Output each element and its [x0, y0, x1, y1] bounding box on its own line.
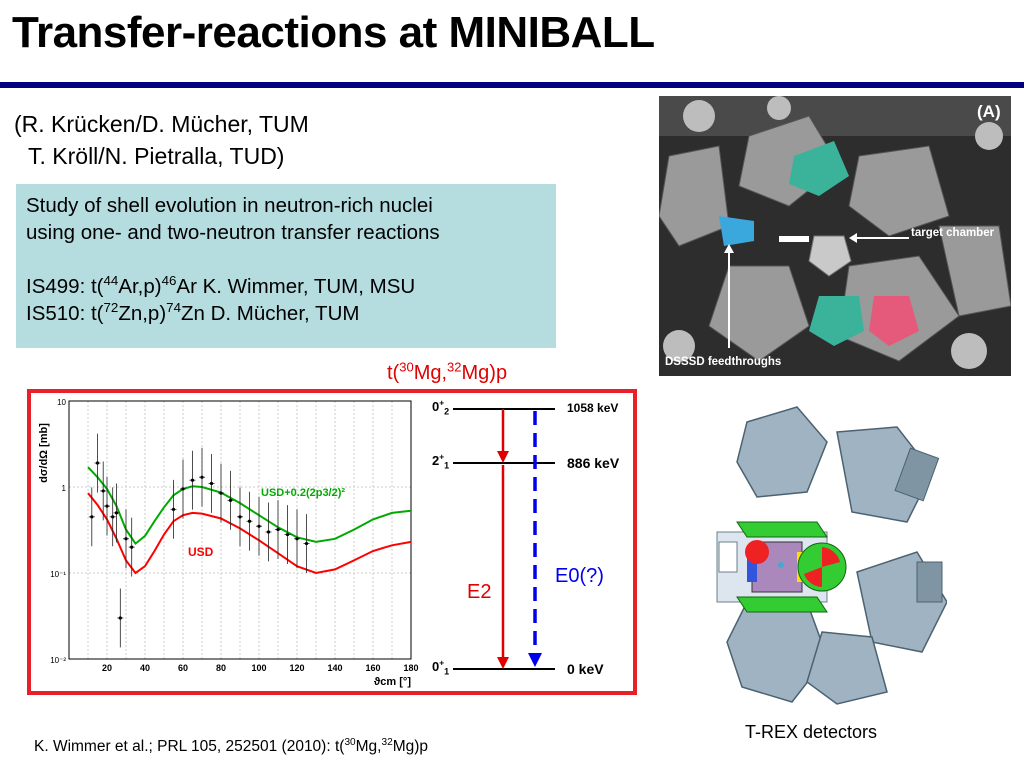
data-point [238, 515, 242, 519]
data-point [247, 519, 252, 523]
x-tick-label: 120 [289, 663, 304, 673]
x-tick-labels: 20 40 60 80 100 120 140 160 180 [102, 663, 419, 673]
title-divider [0, 82, 1024, 88]
cross-section-chart: 10⁻² 10⁻¹ 1 10 20 40 60 80 100 120 140 160 180 dσ/d… [38, 398, 419, 688]
level-label-mid: 2+1 [432, 451, 450, 471]
level-energy-886: 886 keV [567, 455, 620, 471]
x-axis-label: ϑcm [°] [374, 676, 411, 688]
x-tick-label: 140 [327, 663, 342, 673]
data-point [171, 507, 176, 511]
trex-rendering [707, 402, 948, 707]
x-tick-label: 80 [216, 663, 226, 673]
y-tick-label: 1 [62, 484, 67, 493]
data-point [285, 532, 290, 537]
data-points [88, 433, 310, 648]
level-energy-1058: 1058 keV [567, 401, 619, 415]
trex-label: T-REX detectors [745, 722, 878, 742]
study-line-2: using one- and two-neutron transfer reac… [26, 221, 440, 244]
miniball-photo-illustration [659, 96, 1011, 376]
plot-area [68, 400, 412, 660]
slide-title: Transfer-reactions at MINIBALL [12, 8, 655, 57]
usd-mod-curve [87, 466, 412, 546]
data-point [304, 541, 309, 546]
feed-arrow-head [497, 451, 509, 463]
data-point [181, 487, 185, 491]
data-point [90, 515, 94, 519]
reference-citation: K. Wimmer et al.; PRL 105, 252501 (2010)… [34, 736, 429, 755]
x-tick-label: 180 [403, 663, 418, 673]
e0-arrow-head [528, 653, 542, 667]
data-point [209, 481, 214, 486]
data-point [190, 478, 195, 482]
study-spacer [26, 246, 546, 273]
level-energy-0: 0 keV [567, 661, 604, 677]
data-point [200, 475, 204, 479]
authors-line-1: (R. Krücken/D. Mücher, TUM [14, 111, 309, 137]
data-point [295, 537, 299, 541]
data-point [105, 504, 109, 508]
reaction-caption: t(30Mg,32Mg)p [387, 359, 508, 384]
authors-block: (R. Krücken/D. Mücher, TUM T. Kröll/N. P… [14, 108, 309, 172]
results-frame: 10⁻² 10⁻¹ 1 10 20 40 60 80 100 120 140 160 180 dσ/d… [27, 389, 637, 695]
photo-label-target-chamber: target chamber [911, 227, 995, 239]
x-tick-label: 160 [365, 663, 380, 673]
level-scheme [453, 408, 555, 670]
y-tick-label: 10⁻² [50, 656, 66, 665]
y-tick-label: 10 [57, 398, 66, 407]
data-point [228, 498, 233, 502]
data-point [266, 530, 271, 534]
experiment-is499: IS499: t(44Ar,p)46Ar K. Wimmer, TUM, MSU [26, 273, 416, 298]
x-tick-label: 100 [251, 663, 266, 673]
theory-curves [87, 466, 412, 575]
data-point [276, 527, 280, 532]
e2-arrow-head [497, 657, 509, 669]
y-tick-labels: 10⁻² 10⁻¹ 1 10 [50, 398, 66, 665]
data-point [118, 616, 122, 620]
x-tick-label: 40 [140, 663, 150, 673]
experiment-is510: IS510: t(72Zn,p)74Zn D. Mücher, TUM [26, 300, 360, 325]
level-label-gs: 0+1 [432, 657, 450, 677]
legend-usd: USD [188, 545, 214, 559]
data-point [101, 489, 105, 493]
legend-usd-mod: USD+0.2(2p3/2)² [261, 487, 345, 499]
data-point [257, 524, 261, 528]
authors-line-2: T. Kröll/N. Pietralla, TUD) [28, 143, 285, 169]
e2-label: E2 [467, 581, 492, 603]
level-label-top: 0+2 [432, 397, 450, 417]
study-line-1: Study of shell evolution in neutron-rich… [26, 194, 433, 217]
e0-label: E0(?) [555, 565, 604, 587]
photo-label-dsssd: DSSSD feedthroughs [665, 356, 782, 368]
trex-illustration [716, 406, 948, 705]
data-point [219, 491, 223, 495]
data-point [111, 515, 115, 519]
y-tick-label: 10⁻¹ [50, 570, 66, 579]
usd-curve [87, 492, 412, 575]
data-point [95, 461, 100, 465]
miniball-photo: (A) target chamber DSSSD feedthroughs [659, 96, 1011, 376]
data-point [130, 545, 134, 549]
x-tick-label: 60 [178, 663, 188, 673]
x-tick-label: 20 [102, 663, 112, 673]
study-box: Study of shell evolution in neutron-rich… [16, 184, 556, 348]
photo-label-a: (A) [977, 102, 1001, 121]
data-point [114, 511, 119, 515]
data-point [124, 537, 128, 541]
y-axis-label: dσ/dΩ [mb] [38, 423, 50, 483]
